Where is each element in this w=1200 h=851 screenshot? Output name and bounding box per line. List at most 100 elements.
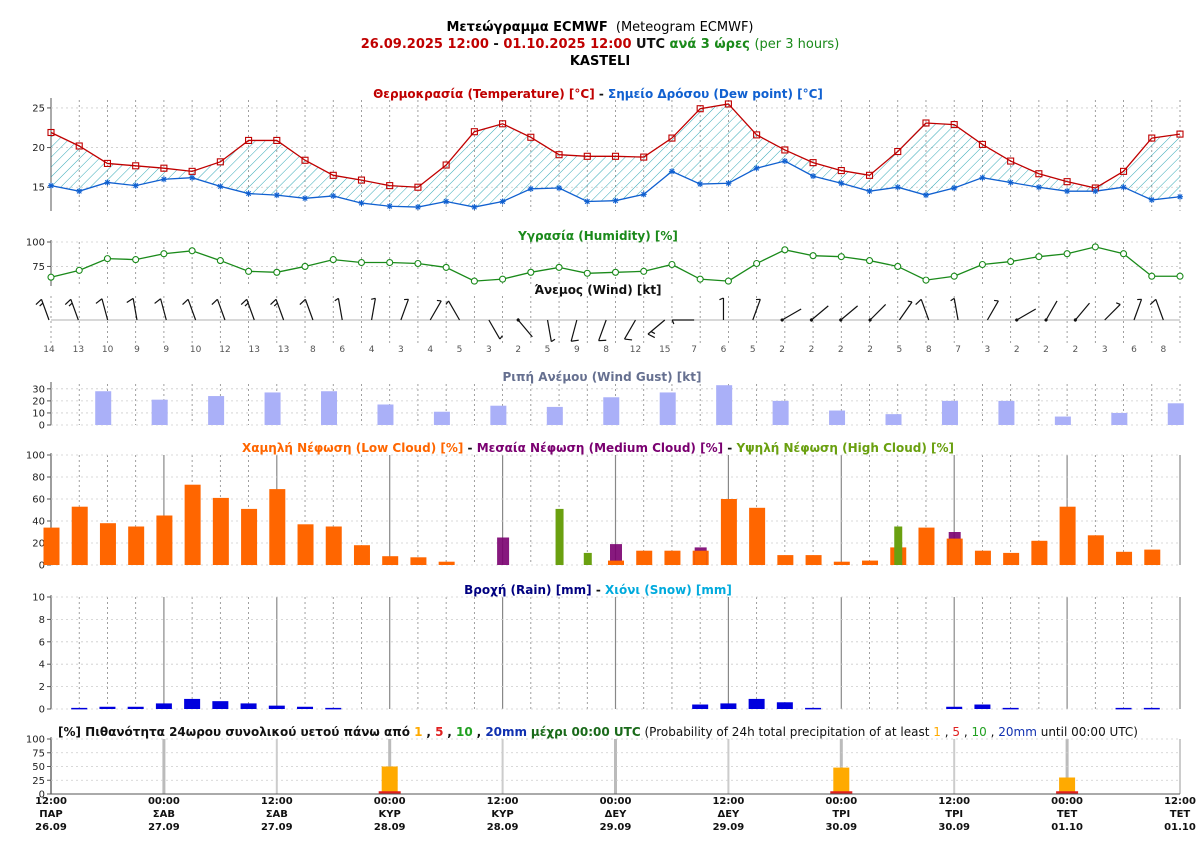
dewpoint-point-d2 xyxy=(500,198,506,205)
temperature-point xyxy=(357,176,366,184)
dewpoint-point xyxy=(1177,193,1183,200)
prob-title-en-c3: , xyxy=(991,725,999,739)
dewpoint-point-d2 xyxy=(1036,184,1042,190)
gust-bar xyxy=(659,392,676,425)
wind-barb-staff xyxy=(1016,308,1037,321)
wind-barb-staff xyxy=(811,305,829,321)
temperature-point xyxy=(809,159,817,167)
high-cloud-bar xyxy=(894,526,903,565)
dewpoint-point-d2 xyxy=(161,176,167,182)
humidity-point xyxy=(47,273,55,281)
rain-bar xyxy=(1115,707,1132,710)
x-tick-date: 28.09 xyxy=(374,822,406,833)
humidity-point xyxy=(1091,243,1099,251)
medium-cloud-bar xyxy=(610,544,622,565)
rain-bar xyxy=(1002,707,1019,710)
temperature-point xyxy=(1007,157,1015,165)
humidity-point xyxy=(1148,272,1156,280)
wind-barb-half xyxy=(445,300,450,305)
dewpoint-point xyxy=(273,192,280,199)
dewpoint-point xyxy=(668,168,675,175)
wind-barb-calm xyxy=(780,318,784,322)
dewpoint-point xyxy=(386,203,393,210)
wind-barb xyxy=(64,298,79,321)
wind-barb-half xyxy=(1137,298,1142,301)
wind-barb xyxy=(570,319,579,342)
humidity-point xyxy=(753,259,761,268)
cloud-ytick-label: 100 xyxy=(26,451,45,462)
wind-barb-staff xyxy=(488,319,501,340)
x-tick: 00:00 ΔΕΥ 29.09 xyxy=(600,796,632,833)
x-tick-date: 01.10 xyxy=(1164,822,1196,833)
rain-bar xyxy=(297,706,314,709)
precip-ytick-label: 0 xyxy=(39,705,45,716)
cloud-title-sep-1: - xyxy=(468,441,477,455)
gust-bar xyxy=(546,406,563,425)
dewpoint-point-d2 xyxy=(979,175,986,181)
dewpoint-point xyxy=(471,204,478,211)
wind-barb-calm xyxy=(868,318,872,322)
wind-speed-label: 3 xyxy=(486,345,492,355)
wind-barb-flag xyxy=(1149,298,1157,305)
dewpoint-point xyxy=(1064,188,1071,195)
temperature-point xyxy=(188,167,196,175)
step-greek: ανά 3 ώρες xyxy=(670,37,750,52)
humidity-ytick-label: 100 xyxy=(26,238,45,249)
cloud-panel-title: Χαμηλή Νέφωση (Low Cloud) [%] - Μεσαία Ν… xyxy=(242,441,954,455)
wind-barb xyxy=(1015,308,1037,322)
wind-barb xyxy=(898,300,913,321)
humidity-point xyxy=(978,260,986,269)
temperature-panel-title: Θερμοκρασία (Temperature) [°C] - Σημείο … xyxy=(373,87,823,101)
x-tick-time: 00:00 xyxy=(825,796,857,807)
dewpoint-point xyxy=(499,198,506,205)
humidity-point xyxy=(245,267,253,275)
wind-barb-flag xyxy=(35,298,42,305)
wind-barb-staff xyxy=(216,299,226,321)
rain-bar xyxy=(776,702,793,709)
dewpoint-point-d2 xyxy=(1008,179,1014,186)
prob-title-en-5: 5 xyxy=(952,725,960,739)
humidity-point xyxy=(442,263,450,271)
wind-speed-label: 2 xyxy=(1043,345,1049,355)
dewpoint-point xyxy=(753,165,760,172)
wind-barb xyxy=(809,305,829,322)
wind-barb-staff xyxy=(840,305,859,321)
dewpoint-point xyxy=(1035,184,1042,191)
dewpoint-point-d2 xyxy=(358,200,365,206)
wind-barb xyxy=(370,297,376,321)
temperature-ytick-label: 25 xyxy=(32,103,45,114)
wind-speed-label: 5 xyxy=(457,345,463,355)
wind-barb xyxy=(623,319,637,341)
dewpoint-point-d2 xyxy=(133,183,139,189)
wind-speed-label: 2 xyxy=(515,345,521,355)
x-tick-date: 27.09 xyxy=(148,822,180,833)
wind-barb xyxy=(986,299,999,321)
dewpoint-point-d2 xyxy=(76,188,82,194)
rain-bar xyxy=(155,703,172,709)
cloud-title-sep-2: - xyxy=(727,441,736,455)
precip-ytick-label: 4 xyxy=(39,660,45,671)
prob-bar-5 xyxy=(1056,791,1079,794)
dewpoint-point-d2 xyxy=(217,183,223,190)
wind-barb-calm xyxy=(516,318,520,322)
high-cloud-bar xyxy=(555,508,564,565)
wind-speed-label: 10 xyxy=(102,345,114,355)
dewpoint-point xyxy=(48,182,54,189)
dewpoint-point-d2 xyxy=(895,184,901,190)
temperature-point xyxy=(555,151,563,159)
wind-barb-staff xyxy=(752,299,761,321)
wind-barb xyxy=(488,319,503,340)
x-tick-day: ΠΑΡ xyxy=(39,809,62,820)
wind-barb-staff xyxy=(370,298,376,321)
gust-bar xyxy=(1111,412,1128,425)
humidity-point xyxy=(696,275,704,283)
wind-barb xyxy=(1133,298,1143,321)
dewpoint-point-d2 xyxy=(302,195,308,201)
title-english: (Meteogram ECMWF) xyxy=(616,20,754,35)
x-tick: 00:00 ΤΕΤ 01.10 xyxy=(1051,796,1083,833)
dewpoint-point-d2 xyxy=(330,193,336,199)
snow-title: Χιόνι (Snow) [mm] xyxy=(605,583,732,597)
wind-barb-staff xyxy=(187,299,197,321)
prob-title-gr-1: 1 xyxy=(414,725,422,739)
dewpoint-point-d2 xyxy=(866,188,873,194)
